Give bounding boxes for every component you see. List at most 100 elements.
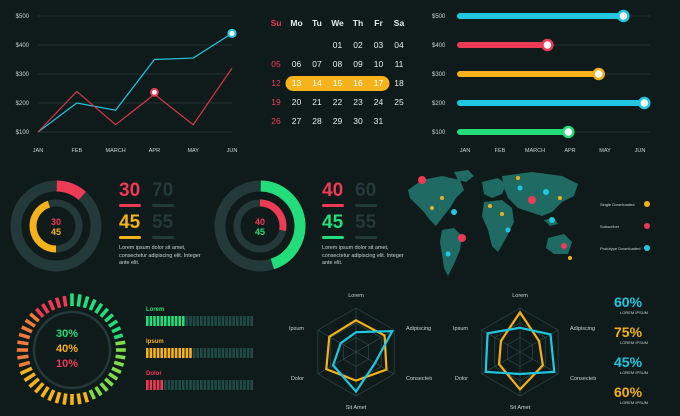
progress-tick bbox=[192, 316, 196, 326]
progress-tick bbox=[146, 380, 149, 390]
calendar-day: 25 bbox=[394, 97, 404, 107]
inner-ring-value bbox=[29, 200, 57, 253]
progress-tick bbox=[171, 348, 174, 358]
progress-tick bbox=[239, 380, 243, 390]
x-tick-label: MAY bbox=[187, 148, 199, 154]
progress-tick bbox=[250, 316, 253, 326]
progress-tick bbox=[200, 348, 203, 358]
map-marker bbox=[418, 176, 426, 184]
slider-bar-chart: $500 $400 $300 $200 $100 JAN FEB MARCH APR MAY JUN bbox=[432, 9, 651, 154]
x-tick-label: FEB bbox=[71, 148, 82, 154]
gauge-segment bbox=[94, 302, 104, 314]
map-marker bbox=[549, 217, 555, 223]
gauge-segment bbox=[19, 366, 33, 376]
progress-tick bbox=[210, 380, 214, 390]
progress-tick bbox=[174, 380, 178, 390]
progress-tick bbox=[153, 348, 156, 358]
segment-gauge bbox=[16, 293, 126, 405]
percent-value: 45% bbox=[614, 354, 643, 370]
segment-gauge-value-3: 10% bbox=[56, 358, 79, 370]
percent-list: 60% LOREM IPSUM 75% LOREM IPSUM 45% LORE… bbox=[614, 294, 678, 414]
gauge-segment bbox=[17, 354, 29, 360]
calendar-day: 18 bbox=[394, 78, 404, 88]
progress-tick bbox=[203, 348, 207, 358]
radar-spoke bbox=[481, 351, 521, 375]
map-marker bbox=[568, 256, 572, 260]
progress-tick bbox=[189, 380, 192, 390]
progress-tick bbox=[174, 348, 178, 358]
progress-tick bbox=[185, 380, 189, 390]
progress-tick bbox=[221, 316, 225, 326]
outer-ring-value bbox=[56, 180, 86, 201]
radar-axis-label: Dolor bbox=[455, 376, 468, 382]
progress-tick bbox=[203, 380, 207, 390]
calendar-day: 21 bbox=[312, 97, 322, 107]
map-legend-item-subscriber: Subscriber bbox=[598, 220, 658, 242]
calendar-day: 29 bbox=[333, 116, 343, 126]
map-landmass bbox=[502, 172, 578, 216]
gauge-segment bbox=[111, 326, 122, 334]
y-category-label: $300 bbox=[432, 72, 446, 78]
progress-tick bbox=[156, 380, 160, 390]
progress-tick bbox=[160, 316, 163, 326]
x-tick-label: MARCH bbox=[525, 148, 545, 154]
y-tick-label: $300 bbox=[16, 72, 30, 78]
map-legend-dot bbox=[644, 245, 650, 251]
progress-label: Ipsum bbox=[146, 339, 164, 345]
gauge-segment bbox=[115, 354, 126, 360]
radar-chart-1: Lorem Adipiscing Consectetur Sit Amet Dolor I… bbox=[289, 293, 432, 411]
progress-tick bbox=[149, 316, 153, 326]
progress-tick bbox=[236, 380, 239, 390]
map-landmass bbox=[440, 228, 462, 276]
radar-series-1 bbox=[497, 310, 545, 392]
progress-tick bbox=[246, 380, 250, 390]
slider-knob bbox=[617, 9, 630, 23]
x-tick-label: JUN bbox=[635, 148, 646, 154]
gauge-segment bbox=[62, 393, 68, 405]
x-tick-label: APR bbox=[149, 148, 160, 154]
map-legend-item-prototype: Prototype Downloaded bbox=[598, 242, 658, 264]
progress-tick bbox=[200, 316, 203, 326]
progress-tick bbox=[146, 348, 149, 358]
progress-tick bbox=[167, 316, 171, 326]
progress-tick bbox=[236, 348, 239, 358]
progress-tick bbox=[189, 348, 192, 358]
weekday-label: We bbox=[331, 18, 344, 28]
progress-tick bbox=[225, 348, 228, 358]
calendar-day: 05 bbox=[271, 59, 281, 69]
gauge-segment bbox=[76, 393, 82, 405]
y-category-label: $200 bbox=[432, 101, 446, 107]
radar-series-2 bbox=[331, 329, 395, 394]
gauge-segment bbox=[21, 325, 33, 334]
progress-tick bbox=[178, 348, 181, 358]
progress-tick bbox=[214, 348, 217, 358]
map-marker bbox=[430, 206, 434, 210]
donut1-stat-45-underline bbox=[119, 236, 141, 239]
gauge-segment bbox=[108, 372, 119, 381]
progress-tick bbox=[164, 316, 167, 326]
progress-tick bbox=[185, 348, 189, 358]
gauge-segment bbox=[47, 389, 56, 402]
segment-gauge-value-2: 40% bbox=[56, 343, 79, 355]
gauge-segment bbox=[17, 340, 29, 346]
radar-spoke bbox=[317, 329, 357, 353]
map-marker bbox=[458, 234, 466, 242]
percent-item: 60% LOREM IPSUM bbox=[614, 384, 678, 414]
percent-label: LOREM IPSUM bbox=[620, 340, 649, 345]
map-marker bbox=[445, 251, 451, 257]
radar-axis-label: Consectetur bbox=[406, 376, 432, 382]
weekday-label: Mo bbox=[290, 18, 302, 28]
progress-tick bbox=[221, 380, 225, 390]
map-legend: Single Downloaded Subscriber Prototype D… bbox=[598, 198, 658, 264]
map-landmass bbox=[482, 178, 506, 198]
calendar-day: 16 bbox=[353, 78, 363, 88]
gauge-segment bbox=[76, 294, 82, 307]
calendar-day: 13 bbox=[292, 78, 302, 88]
gauge-segment bbox=[104, 377, 114, 387]
progress-tick bbox=[196, 316, 199, 326]
radar-axis-label: Ipsum bbox=[453, 326, 468, 332]
map-landmass bbox=[454, 170, 474, 182]
gauge-segment bbox=[33, 382, 45, 394]
calendar-day: 14 bbox=[312, 78, 322, 88]
gauge-segment bbox=[23, 372, 36, 383]
